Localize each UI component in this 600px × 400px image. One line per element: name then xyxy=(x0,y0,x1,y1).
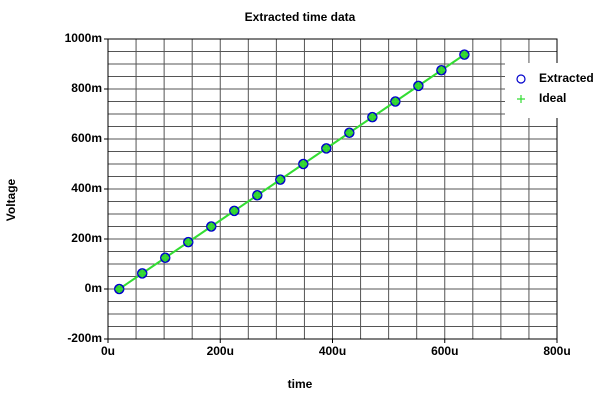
data-point xyxy=(207,222,216,231)
y-tick-label: 1000m xyxy=(65,31,102,45)
data-point xyxy=(115,285,124,293)
data-point xyxy=(391,97,400,106)
data-point xyxy=(276,175,285,184)
chart-title: Extracted time data xyxy=(245,10,356,24)
data-point xyxy=(345,128,354,137)
x-tick-label: 600u xyxy=(431,344,458,358)
x-axis-label: time xyxy=(288,377,313,391)
data-point xyxy=(414,81,423,90)
y-tick-label: 0m xyxy=(85,281,102,295)
data-point xyxy=(138,269,147,278)
data-point xyxy=(437,66,446,75)
data-point xyxy=(253,191,262,200)
data-point xyxy=(161,253,170,262)
data-point xyxy=(299,160,308,168)
data-point xyxy=(368,113,377,122)
data-point xyxy=(322,144,331,153)
x-tick-label: 400u xyxy=(319,344,346,358)
legend-label: Extracted xyxy=(539,71,594,85)
y-tick-label: -200m xyxy=(67,331,102,345)
line xyxy=(118,53,465,290)
y-tick-label: 200m xyxy=(71,231,102,245)
data-point xyxy=(184,238,193,247)
legend-box xyxy=(505,63,600,118)
data-point xyxy=(460,50,469,59)
data-point xyxy=(230,206,239,215)
legend-marker xyxy=(517,95,525,103)
plot-border xyxy=(107,38,558,340)
y-tick-label: 600m xyxy=(71,131,102,145)
legend-label: Ideal xyxy=(539,91,566,105)
legend-marker xyxy=(516,74,526,84)
x-tick-label: 800u xyxy=(543,344,570,358)
x-tick-label: 0u xyxy=(101,344,115,358)
y-tick-label: 400m xyxy=(71,181,102,195)
x-tick-label: 200u xyxy=(207,344,234,358)
y-axis-label: Voltage xyxy=(4,178,18,221)
y-tick-label: 800m xyxy=(71,81,102,95)
